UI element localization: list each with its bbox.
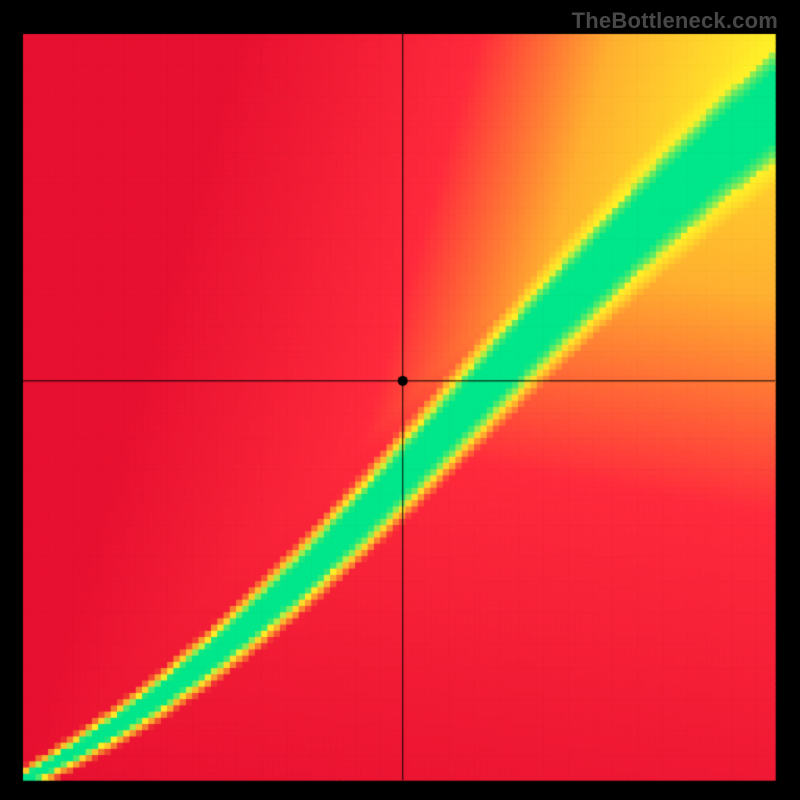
watermark-text: TheBottleneck.com	[572, 8, 778, 34]
heatmap-canvas	[0, 0, 800, 800]
